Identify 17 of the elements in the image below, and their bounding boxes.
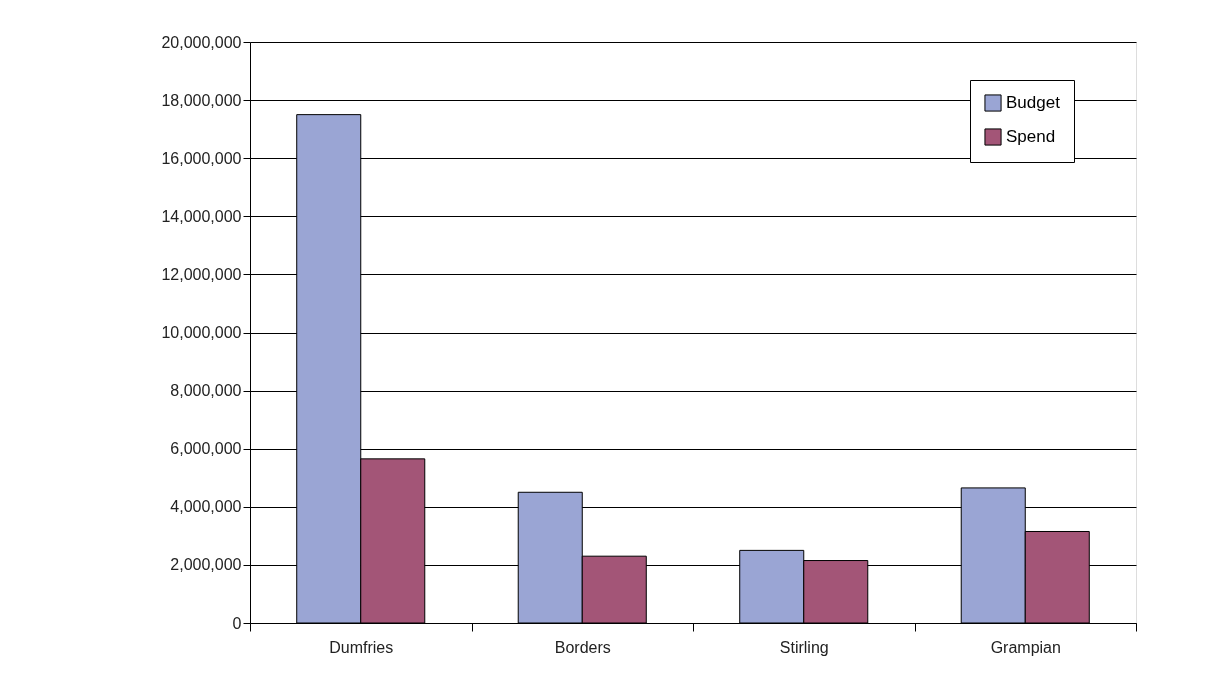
- y-tick-label: 2,000,000: [170, 556, 242, 574]
- y-tick-label: 6,000,000: [170, 440, 242, 458]
- y-tick-label: 8,000,000: [170, 382, 242, 400]
- y-tick-label: 20,000,000: [161, 33, 242, 51]
- x-tick-label: Borders: [554, 638, 611, 656]
- y-tick-label: 10,000,000: [161, 324, 242, 341]
- y-tick-label: 16,000,000: [161, 149, 242, 167]
- y-tick-label: 14,000,000: [161, 207, 242, 225]
- y-tick-label: 0: [232, 614, 242, 632]
- x-tick-label: Stirling: [779, 638, 829, 656]
- x-tick-label: Grampian: [990, 638, 1061, 656]
- legend-label: Spend: [1006, 127, 1056, 146]
- x-tick-label: Dumfries: [329, 638, 394, 656]
- y-tick-label: 18,000,000: [161, 91, 242, 109]
- legend-label: Budget: [1006, 93, 1061, 112]
- y-tick-label: 4,000,000: [170, 498, 242, 516]
- y-tick-label: 12,000,000: [161, 265, 242, 283]
